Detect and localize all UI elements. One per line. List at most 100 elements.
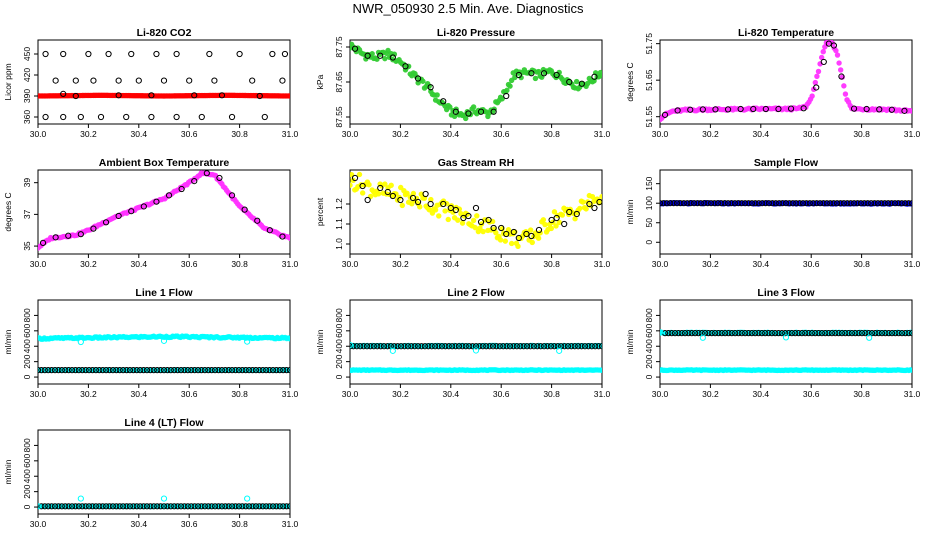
data-point (490, 108, 497, 115)
y-tick-label: 0 (644, 374, 654, 379)
data-point (732, 330, 739, 337)
data-point (266, 503, 273, 510)
y-tick-label: 0 (644, 240, 654, 245)
data-point (113, 503, 120, 510)
data-point (711, 200, 718, 207)
x-tick-label: 30.0 (652, 129, 669, 139)
plot-frame (659, 299, 913, 385)
data-point (580, 199, 586, 205)
data-point (752, 200, 759, 207)
data-point (236, 50, 243, 58)
data-point (273, 367, 280, 374)
data-point (249, 77, 256, 84)
data-point (60, 50, 67, 58)
data-point (432, 207, 439, 213)
x-tick-label: 30.8 (853, 259, 870, 269)
data-point (483, 343, 490, 350)
x-tick-label: 30.0 (342, 129, 359, 139)
data-point (528, 70, 535, 77)
y-tick-label: 51.65 (644, 69, 654, 91)
data-point (892, 330, 899, 337)
data-point (281, 50, 289, 58)
x-tick-label: 30.6 (803, 389, 820, 399)
data-point (222, 367, 229, 374)
data-point (691, 330, 699, 337)
data-point (147, 367, 154, 374)
data-point (462, 115, 469, 122)
data-point (837, 200, 844, 207)
data-point (128, 208, 135, 215)
data-point (140, 203, 147, 210)
data-point (517, 343, 524, 350)
y-tick-label: 100 (644, 196, 654, 210)
data-point (52, 234, 59, 241)
data-point (77, 495, 84, 502)
data-point (208, 367, 215, 374)
data-point (591, 73, 598, 80)
x-tick-label: 30.8 (853, 389, 870, 399)
data-point (470, 217, 477, 224)
y-tick-label: 200 (334, 354, 344, 368)
data-point (79, 367, 86, 374)
data-point (135, 77, 142, 84)
data-point (102, 219, 110, 226)
y-tick-label: 400 (644, 339, 654, 353)
data-point (674, 107, 681, 114)
data-point (397, 343, 405, 350)
data-point (684, 200, 691, 207)
data-point (542, 221, 548, 228)
data-point (65, 367, 72, 374)
panel-line4: Line 4 (LT) Flow ml/min 30.0 30.2 30.4 30.6 30… (3, 417, 299, 529)
y-tick-label: 87.55 (334, 106, 344, 128)
data-point (286, 503, 290, 510)
data-point (868, 330, 876, 337)
x-tick-label: 30.0 (652, 389, 669, 399)
data-point (411, 343, 418, 350)
panel-title: Li-820 Pressure (437, 27, 515, 39)
data-point (472, 347, 480, 354)
data-point (553, 71, 560, 79)
data-point (105, 50, 112, 58)
data-point (164, 367, 171, 374)
x-tick-label: 30.2 (80, 389, 97, 399)
data-point (586, 200, 593, 208)
data-point (160, 495, 168, 502)
data-point (861, 200, 868, 207)
data-point (782, 334, 790, 341)
data-point (404, 343, 411, 350)
data-point (283, 503, 290, 510)
data-point (667, 200, 674, 207)
data-point (113, 367, 120, 374)
data-point (895, 330, 902, 337)
data-point (455, 343, 463, 350)
data-point (261, 113, 268, 121)
panel-sample: Sample Flow ml/min 30.0 30.2 30.4 30.6 30.8 31.… (625, 157, 921, 269)
data-point (48, 367, 55, 374)
x-tick-label: 30.6 (803, 129, 820, 139)
data-point (508, 240, 515, 247)
data-point (820, 200, 827, 207)
data-point (62, 503, 69, 510)
plot-area (350, 171, 602, 249)
data-point (218, 92, 226, 99)
data-point (90, 225, 97, 232)
series-raw-high (38, 333, 290, 342)
x-tick-label: 30.0 (30, 519, 47, 529)
data-point (772, 330, 779, 337)
data-point (523, 343, 531, 350)
data-point (440, 98, 447, 105)
y-axis-label: kPa (315, 74, 325, 89)
data-point (800, 105, 807, 112)
data-point (148, 92, 155, 99)
data-point (194, 367, 202, 374)
x-tick-label: 31.0 (282, 389, 299, 399)
data-point (126, 367, 134, 374)
data-point (833, 200, 841, 207)
data-point (428, 196, 434, 203)
data-point (421, 343, 429, 350)
data-point (585, 343, 592, 350)
data-point (150, 367, 157, 374)
data-point (474, 213, 480, 219)
data-point (254, 217, 261, 224)
data-point (215, 503, 222, 510)
